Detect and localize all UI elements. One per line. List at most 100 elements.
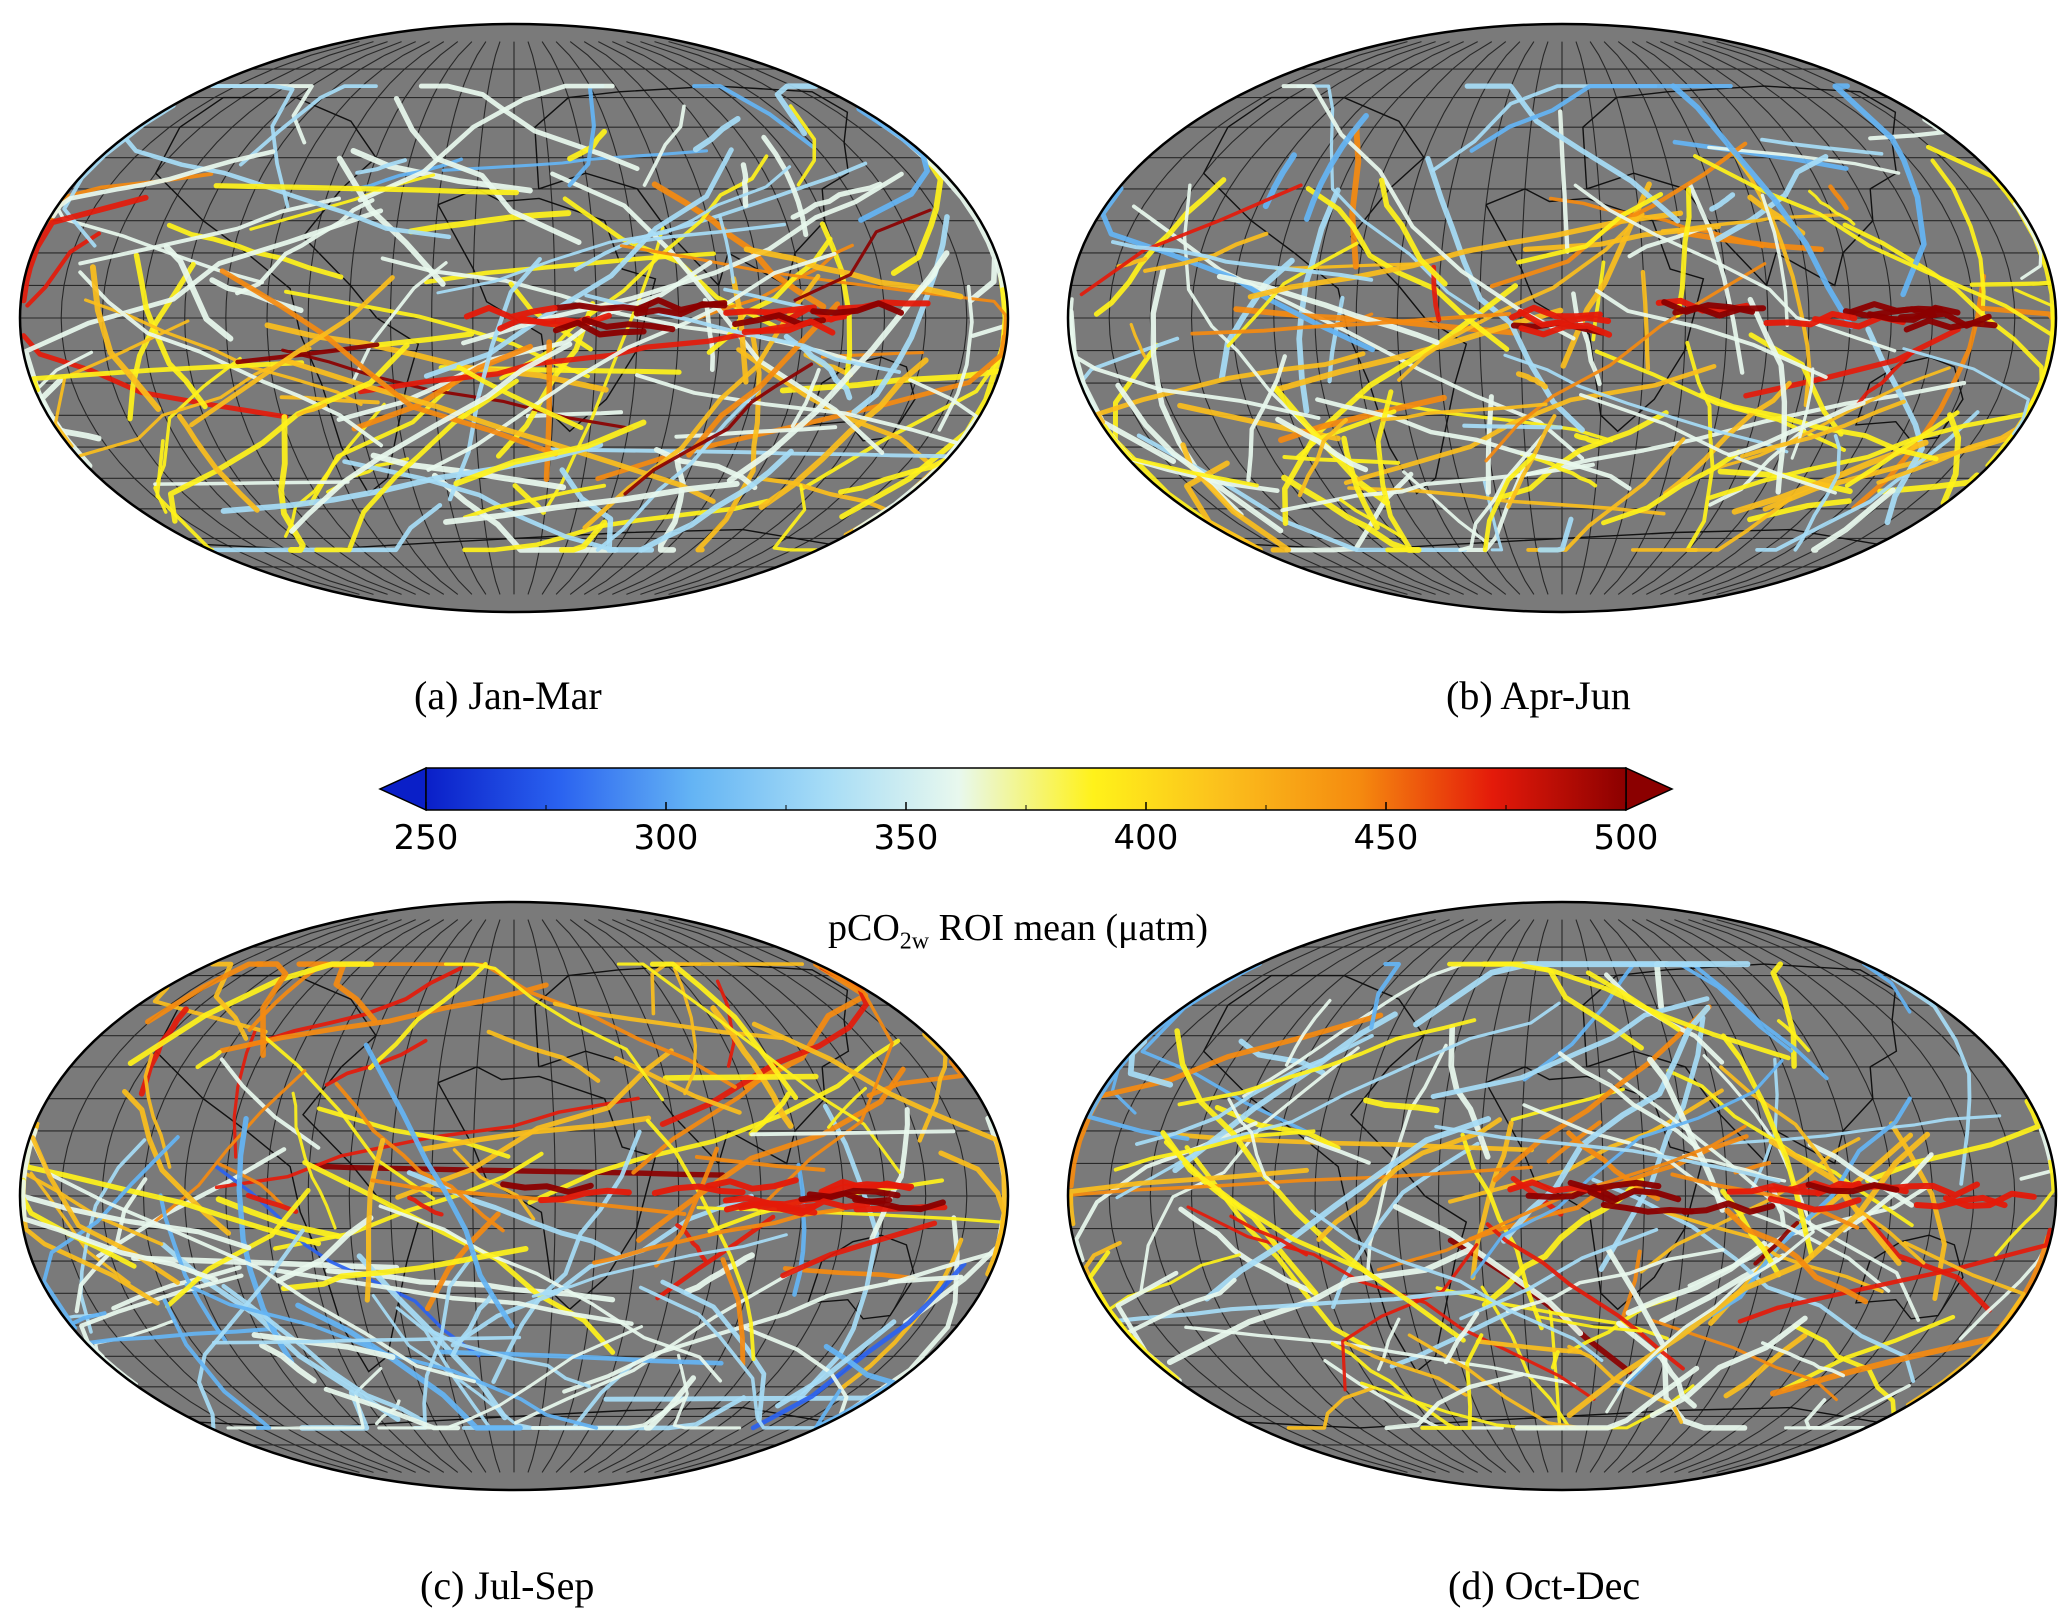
ship-track [649, 961, 799, 1101]
ship-track [775, 1319, 897, 1409]
map-panel-oct-dec [1062, 896, 2062, 1496]
ship-track [278, 414, 306, 553]
ship-track [51, 149, 276, 219]
ship-track [750, 1129, 956, 1137]
ship-track [1515, 371, 1548, 390]
equatorial-track [554, 302, 649, 313]
ship-track [367, 961, 488, 1071]
ship-track [1413, 961, 1751, 1028]
equatorial-track [1886, 1181, 1980, 1199]
ship-track [1095, 351, 1366, 425]
ship-track [1226, 241, 1359, 348]
ship-track [1284, 471, 1414, 553]
map-panel-jul-sep [14, 896, 1014, 1496]
ship-track [1274, 262, 1425, 271]
ship-track [210, 84, 295, 209]
ship-track [89, 264, 162, 412]
ship-track [1535, 1314, 1643, 1333]
meridian-line [640, 41, 886, 595]
meridian-line [1603, 41, 1687, 595]
ship-track [1842, 222, 2045, 384]
ship-track [1537, 516, 1574, 553]
ship-track [1246, 354, 1287, 483]
ship-track [377, 1325, 644, 1430]
meridian-line [1660, 919, 1851, 1473]
ship-track [453, 419, 647, 487]
ship-track [1675, 187, 1692, 318]
ship-track [236, 1116, 295, 1365]
ship-track [1420, 1333, 1484, 1430]
ship-track [264, 322, 609, 393]
ship-track [145, 961, 264, 1025]
ship-track [761, 134, 809, 238]
ship-track [314, 378, 519, 553]
ship-track [2013, 202, 2043, 280]
ship-track [1557, 1051, 1703, 1153]
ship-track [245, 1193, 299, 1214]
ship-track [1808, 189, 1856, 226]
ship-track [1567, 1344, 1684, 1424]
ship-tracks [1068, 961, 2055, 1431]
ship-track [1280, 462, 1595, 513]
ship-track [1143, 231, 1269, 273]
ship-track [1781, 1314, 1956, 1392]
ship-track [138, 1006, 189, 1097]
ship-track [1375, 389, 1414, 553]
ship-track [189, 275, 395, 428]
ship-track [20, 194, 149, 304]
ship-track [131, 1255, 400, 1271]
world-map-jan-mar [18, 22, 1010, 614]
ship-track [269, 1267, 634, 1326]
meridian-line [307, 41, 445, 595]
ship-track [153, 1069, 307, 1223]
ship-track [1865, 326, 1925, 526]
colorbar-title-subscript: 2w [899, 928, 930, 955]
ship-track [259, 1342, 317, 1384]
ship-track [525, 410, 624, 419]
meridian-line [1108, 919, 1408, 1473]
ship-track [1341, 435, 1380, 531]
graticule [20, 919, 1008, 1473]
ship-track [1862, 962, 1912, 1014]
ship-track [552, 1001, 784, 1040]
colorbar-tick-label: 400 [1113, 818, 1179, 858]
ship-track [316, 1106, 511, 1159]
ship-track [1594, 288, 1828, 380]
ship-track [30, 360, 305, 393]
ship-track [1573, 183, 1897, 353]
ship-track [1807, 1142, 1915, 1208]
ship-track [748, 1091, 792, 1137]
ship-track [660, 1279, 767, 1423]
meridian-line [1631, 41, 1769, 595]
ship-track [217, 1162, 285, 1208]
equatorial-track [1600, 1201, 1695, 1215]
ship-track [163, 243, 234, 342]
coastline [1855, 1234, 1964, 1320]
ship-track [452, 1148, 536, 1221]
colorbar-tick-label: 450 [1353, 818, 1419, 858]
ship-track [1343, 1341, 1468, 1397]
ship-track [595, 385, 763, 552]
ship-track [443, 962, 665, 1102]
colorbar-bar [425, 767, 1627, 811]
map-content [1068, 919, 2056, 1473]
meridian-line [225, 919, 416, 1473]
ship-track [1218, 257, 1295, 382]
ship-track [1349, 125, 1362, 270]
caption-jul-sep: (c) Jul-Sep [420, 1563, 595, 1608]
colorbar-tick-label: 350 [873, 818, 939, 858]
ship-track [20, 1179, 219, 1283]
ship-track [1640, 269, 1651, 371]
ship-track [1844, 410, 1960, 488]
ship-track [296, 403, 328, 417]
ship-track [1339, 498, 1403, 539]
ship-track [790, 367, 821, 429]
ship-track [1503, 353, 1789, 454]
meridian-line [1190, 41, 1436, 595]
ship-track [1068, 1167, 1309, 1227]
ship-track [158, 1193, 228, 1343]
ship-track [1135, 1033, 1374, 1146]
ship-track [1434, 1124, 1781, 1183]
ship-track [1397, 212, 1645, 382]
ship-track [127, 961, 375, 1067]
